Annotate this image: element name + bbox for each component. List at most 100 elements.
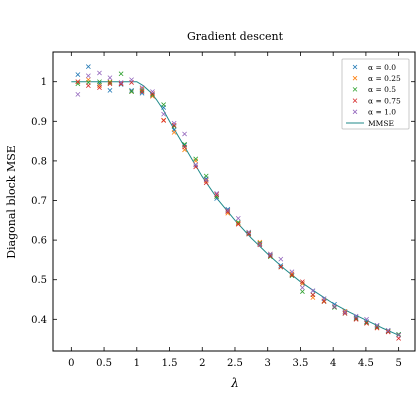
- data-point: [75, 79, 81, 85]
- data-point: [289, 273, 295, 279]
- legend-swatch: [352, 109, 358, 115]
- data-point: [97, 70, 102, 76]
- x-tick-label: 2: [199, 358, 205, 369]
- data-point: [235, 215, 241, 221]
- data-point: [342, 310, 348, 316]
- chart-title: Gradient descent: [187, 30, 284, 43]
- y-tick-label: 0.6: [31, 236, 47, 247]
- data-point: [214, 190, 220, 196]
- data-point: [203, 178, 209, 184]
- y-tick-label: 0.4: [31, 315, 47, 326]
- data-point: [267, 252, 273, 258]
- data-point: [171, 120, 177, 126]
- data-point: [374, 324, 380, 330]
- x-tick-label: 5: [395, 358, 401, 369]
- data-point: [385, 329, 391, 335]
- legend-swatch: [352, 98, 358, 103]
- data-point: [278, 263, 284, 268]
- data-point: [161, 118, 167, 123]
- data-point: [75, 91, 81, 97]
- legend-label: α = 0.5: [368, 85, 396, 94]
- data-point: [193, 156, 199, 162]
- data-point: [129, 89, 134, 94]
- data-point: [107, 81, 113, 87]
- data-point: [332, 305, 337, 310]
- data-point: [310, 292, 316, 298]
- data-point: [257, 240, 263, 246]
- data-point: [129, 88, 134, 93]
- data-point: [161, 111, 167, 117]
- data-point: [107, 80, 113, 85]
- data-point: [364, 316, 369, 322]
- legend-label: MMSE: [368, 119, 394, 128]
- legend-swatch: [352, 75, 358, 81]
- x-tick-label: 1.5: [162, 358, 178, 369]
- data-point: [161, 102, 167, 108]
- x-axis-label: λ: [230, 376, 239, 390]
- data-point: [321, 296, 327, 302]
- data-point: [310, 288, 316, 294]
- x-tick-label: 3: [265, 358, 271, 369]
- data-point: [171, 130, 177, 135]
- data-point: [139, 85, 145, 91]
- data-point: [235, 221, 241, 227]
- data-point: [235, 219, 241, 225]
- data-point: [182, 142, 187, 148]
- data-point: [97, 79, 102, 85]
- data-point: [97, 81, 102, 87]
- data-point: [214, 192, 220, 197]
- legend-label: α = 0.25: [368, 74, 401, 83]
- data-point: [246, 229, 252, 235]
- data-point: [374, 322, 380, 328]
- data-point: [289, 271, 295, 277]
- data-point: [332, 304, 337, 310]
- data-point: [85, 83, 91, 89]
- data-point: [214, 196, 220, 201]
- data-point: [342, 309, 348, 315]
- data-point: [118, 81, 124, 87]
- data-point: [267, 251, 273, 257]
- x-tick-label: 2.5: [227, 358, 243, 369]
- data-point: [193, 158, 199, 164]
- data-point: [396, 332, 402, 338]
- data-point: [385, 328, 391, 333]
- data-point: [235, 221, 241, 226]
- legend: α = 0.0 α = 0.25 α = 0.5 α = 0.75 α = 1.0 MMS…: [341, 58, 410, 130]
- x-tick-label: 3.5: [292, 358, 308, 369]
- data-point: [257, 241, 263, 247]
- legend-label: α = 1.0: [368, 108, 396, 117]
- data-point: [182, 131, 187, 137]
- data-point: [150, 89, 155, 94]
- data-point: [171, 122, 177, 128]
- y-tick-label: 1: [41, 77, 47, 88]
- data-point: [300, 279, 305, 285]
- x-tick-label: 0: [68, 358, 74, 369]
- legend-swatch: [352, 87, 358, 92]
- x-tick-label: 1: [134, 358, 140, 369]
- data-point: [257, 242, 263, 248]
- data-point: [246, 230, 252, 236]
- data-point: [203, 177, 209, 183]
- data-point: [107, 88, 113, 93]
- data-point: [396, 331, 402, 337]
- data-point: [182, 144, 187, 150]
- y-tick-label: 0.7: [31, 196, 47, 207]
- data-point: [300, 289, 305, 294]
- data-point: [278, 264, 284, 270]
- data-point: [118, 71, 124, 77]
- data-point: [385, 328, 391, 334]
- data-point: [267, 253, 273, 259]
- data-point: [203, 173, 209, 179]
- data-point: [289, 269, 295, 275]
- x-tick-label: 4: [330, 358, 336, 369]
- y-tick-label: 0.5: [31, 275, 47, 286]
- data-point: [97, 85, 102, 91]
- data-point: [118, 82, 124, 87]
- data-point: [364, 320, 369, 326]
- data-point: [321, 298, 327, 304]
- x-tick-label: 4.5: [358, 358, 374, 369]
- data-point: [118, 80, 124, 85]
- plot-area: [71, 64, 402, 341]
- legend-swatch: [352, 64, 358, 70]
